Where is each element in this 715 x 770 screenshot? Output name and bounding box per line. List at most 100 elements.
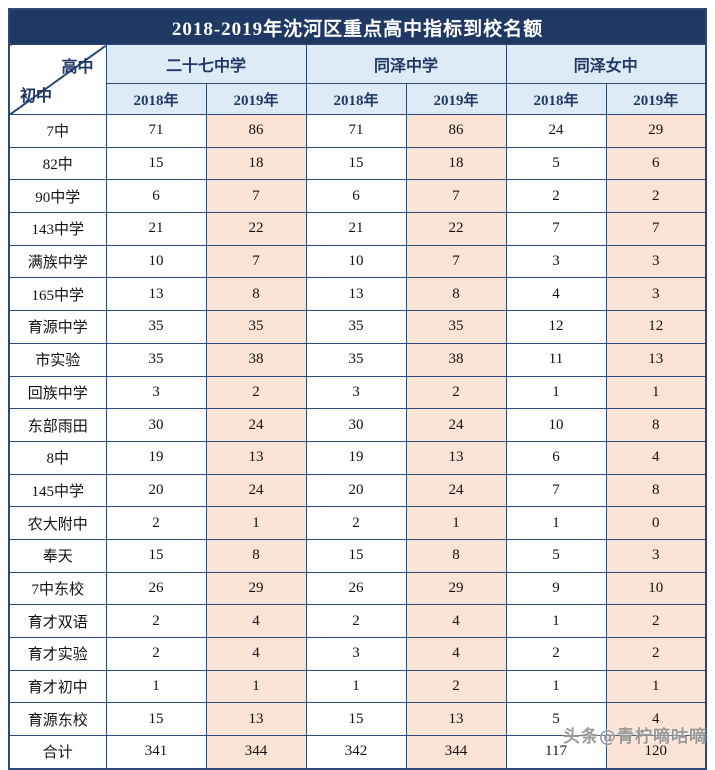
- row-label: 东部雨田: [8, 408, 107, 442]
- value-cell: 29: [405, 571, 507, 606]
- row-label: 育才双语: [8, 604, 107, 638]
- value-cell: 344: [205, 735, 307, 770]
- value-cell: 8: [605, 408, 707, 442]
- value-cell: 1: [205, 506, 307, 540]
- value-cell: 19: [305, 440, 407, 475]
- value-cell: 3: [605, 538, 707, 573]
- table-row: 满族中学 10 7 10 7 3 3: [8, 244, 707, 279]
- value-cell: 2: [105, 604, 207, 638]
- table-title: 2018-2019年沈河区重点高中指标到校名额: [8, 8, 707, 45]
- year-header: 2019年: [405, 83, 507, 115]
- value-cell: 13: [205, 702, 307, 737]
- value-cell: 12: [505, 310, 607, 344]
- school-group-row: 高中 初中 二十七中学 同泽中学 同泽女中: [8, 44, 707, 115]
- value-cell: 13: [605, 342, 707, 377]
- value-cell: 5: [505, 702, 607, 737]
- row-label: 7中东校: [8, 571, 107, 606]
- row-label: 育源中学: [8, 310, 107, 344]
- row-label: 8中: [8, 440, 107, 475]
- value-cell: 2: [405, 375, 507, 410]
- value-cell: 2: [605, 179, 707, 214]
- value-cell: 10: [605, 571, 707, 606]
- table-row: 东部雨田 30 24 30 24 10 8: [8, 408, 707, 442]
- year-header-row: 2018年 2019年 2018年 2019年 2018年 2019年: [9, 83, 707, 115]
- value-cell: 7: [405, 244, 507, 279]
- value-cell: 21: [105, 212, 207, 246]
- value-cell: 29: [605, 114, 707, 148]
- value-cell: 13: [105, 277, 207, 312]
- value-cell: 9: [505, 571, 607, 606]
- value-cell: 4: [205, 637, 307, 671]
- value-cell: 3: [505, 244, 607, 279]
- row-label: 农大附中: [8, 506, 107, 540]
- quota-table: 2018-2019年沈河区重点高中指标到校名额 高中 初中 二十七中学 同泽中学…: [8, 8, 707, 770]
- value-cell: 1: [105, 669, 207, 704]
- value-cell: 7: [505, 473, 607, 508]
- table-row: 145中学 20 24 20 24 7 8: [8, 473, 707, 508]
- value-cell: 35: [305, 310, 407, 344]
- value-cell: 13: [205, 440, 307, 475]
- value-cell: 15: [305, 702, 407, 737]
- table-row: 育源中学 35 35 35 35 12 12: [8, 310, 707, 344]
- row-label: 合计: [8, 735, 107, 770]
- year-header: 2018年: [305, 83, 407, 115]
- row-label: 7中: [8, 114, 107, 148]
- value-cell: 341: [105, 735, 207, 770]
- title-row: 2018-2019年沈河区重点高中指标到校名额: [8, 8, 707, 45]
- value-cell: 15: [105, 146, 207, 181]
- row-label: 奉天: [8, 538, 107, 573]
- value-cell: 8: [605, 473, 707, 508]
- value-cell: 4: [605, 702, 707, 737]
- value-cell: 6: [505, 440, 607, 475]
- value-cell: 2: [105, 637, 207, 671]
- value-cell: 21: [305, 212, 407, 246]
- value-cell: 38: [205, 342, 307, 377]
- value-cell: 24: [405, 473, 507, 508]
- table-body: 7中 71 86 71 86 24 29 82中 15 18 15 18 5 6 90中学 6 7 6 7 2 2 143…: [8, 114, 707, 770]
- row-label: 143中学: [8, 212, 107, 246]
- value-cell: 10: [505, 408, 607, 442]
- value-cell: 1: [305, 669, 407, 704]
- value-cell: 5: [505, 538, 607, 573]
- value-cell: 8: [405, 538, 507, 573]
- row-label: 90中学: [8, 179, 107, 214]
- year-header: 2018年: [105, 83, 207, 115]
- value-cell: 2: [605, 604, 707, 638]
- value-cell: 2: [105, 506, 207, 540]
- value-cell: 26: [305, 571, 407, 606]
- value-cell: 342: [305, 735, 407, 770]
- value-cell: 3: [105, 375, 207, 410]
- table-row: 165中学 13 8 13 8 4 3: [8, 277, 707, 312]
- table-row: 82中 15 18 15 18 5 6: [8, 146, 707, 181]
- value-cell: 20: [305, 473, 407, 508]
- value-cell: 24: [505, 114, 607, 148]
- value-cell: 1: [505, 375, 607, 410]
- value-cell: 4: [205, 604, 307, 638]
- value-cell: 15: [305, 146, 407, 181]
- value-cell: 24: [205, 473, 307, 508]
- value-cell: 35: [205, 310, 307, 344]
- table-row: 90中学 6 7 6 7 2 2: [8, 179, 707, 214]
- value-cell: 1: [505, 506, 607, 540]
- row-label: 育源东校: [8, 702, 107, 737]
- value-cell: 24: [405, 408, 507, 442]
- watermark: 头条@青柠嘀咕嘀: [563, 727, 707, 747]
- value-cell: 4: [605, 440, 707, 475]
- row-label: 145中学: [8, 473, 107, 508]
- value-cell: 1: [505, 604, 607, 638]
- school-group-header: 二十七中学: [105, 44, 307, 84]
- value-cell: 2: [505, 637, 607, 671]
- value-cell: 15: [305, 538, 407, 573]
- value-cell: 3: [305, 637, 407, 671]
- value-cell: 2: [605, 637, 707, 671]
- value-cell: 1: [405, 506, 507, 540]
- table-row: 7中 71 86 71 86 24 29: [8, 114, 707, 148]
- value-cell: 10: [105, 244, 207, 279]
- value-cell: 6: [105, 179, 207, 214]
- value-cell: 18: [405, 146, 507, 181]
- row-label: 市实验: [8, 342, 107, 377]
- value-cell: 6: [605, 146, 707, 181]
- corner-middleschool-label: 初中: [20, 88, 53, 105]
- value-cell: 86: [205, 114, 307, 148]
